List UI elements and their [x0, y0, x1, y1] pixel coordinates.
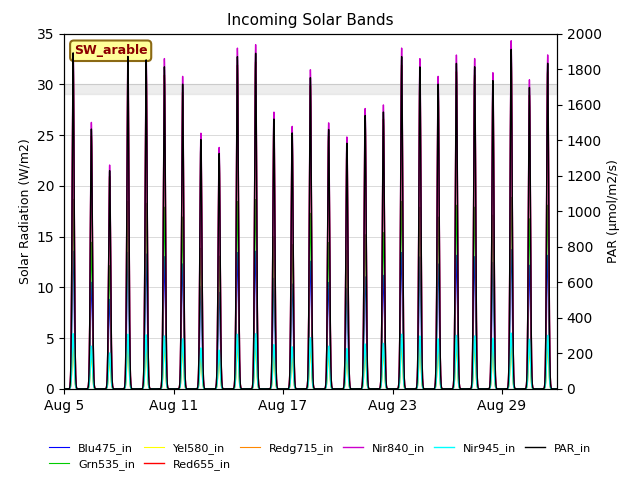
- PAR_in: [133, 386, 141, 392]
- Nir945_in: [515, 386, 523, 392]
- Line: PAR_in: PAR_in: [64, 49, 557, 389]
- Redg715_in: [343, 350, 351, 356]
- Nir840_in: [133, 386, 141, 392]
- Yel580_in: [515, 386, 523, 392]
- Red655_in: [133, 386, 141, 392]
- Red655_in: [506, 215, 514, 221]
- Yel580_in: [508, 344, 515, 350]
- Nir945_in: [343, 348, 351, 353]
- Redg715_in: [552, 386, 560, 392]
- Line: Blu475_in: Blu475_in: [64, 250, 557, 389]
- Blu475_in: [60, 386, 68, 392]
- Nir945_in: [553, 386, 561, 392]
- Line: Redg715_in: Redg715_in: [64, 336, 557, 389]
- Blu475_in: [133, 386, 141, 392]
- Grn535_in: [552, 386, 560, 392]
- Blu475_in: [515, 386, 523, 392]
- Y-axis label: PAR (μmol/m2/s): PAR (μmol/m2/s): [607, 159, 620, 263]
- Nir945_in: [552, 386, 560, 392]
- Redg715_in: [60, 386, 68, 392]
- PAR_in: [61, 386, 69, 392]
- Yel580_in: [552, 386, 560, 392]
- Grn535_in: [515, 386, 523, 392]
- Text: SW_arable: SW_arable: [74, 44, 147, 57]
- Blu475_in: [552, 386, 560, 392]
- Yel580_in: [553, 386, 561, 392]
- Yel580_in: [343, 357, 351, 363]
- Grn535_in: [508, 194, 515, 200]
- Nir840_in: [508, 38, 515, 44]
- Nir945_in: [508, 330, 515, 336]
- Line: Yel580_in: Yel580_in: [64, 347, 557, 389]
- Blu475_in: [508, 247, 515, 252]
- Nir840_in: [61, 386, 69, 392]
- Nir945_in: [506, 357, 514, 363]
- Redg715_in: [506, 359, 514, 365]
- Yel580_in: [60, 386, 68, 392]
- Line: Nir840_in: Nir840_in: [64, 41, 557, 389]
- Redg715_in: [133, 386, 141, 392]
- PAR_in: [343, 151, 351, 157]
- PAR_in: [552, 386, 560, 392]
- Blu475_in: [553, 386, 561, 392]
- Y-axis label: Solar Radiation (W/m2): Solar Radiation (W/m2): [18, 138, 31, 284]
- Yel580_in: [133, 386, 141, 392]
- Yel580_in: [61, 386, 69, 392]
- Grn535_in: [553, 386, 561, 392]
- Line: Grn535_in: Grn535_in: [64, 197, 557, 389]
- Nir840_in: [506, 206, 514, 212]
- Blu475_in: [506, 314, 514, 320]
- Yel580_in: [506, 364, 514, 370]
- Nir840_in: [553, 386, 561, 392]
- Redg715_in: [553, 386, 561, 392]
- Red655_in: [552, 386, 560, 392]
- Nir840_in: [60, 386, 68, 392]
- PAR_in: [508, 47, 515, 52]
- Grn535_in: [60, 386, 68, 392]
- Grn535_in: [61, 386, 69, 392]
- Red655_in: [508, 55, 515, 61]
- Line: Nir945_in: Nir945_in: [64, 333, 557, 389]
- Red655_in: [60, 386, 68, 392]
- Nir945_in: [61, 386, 69, 392]
- Nir840_in: [552, 386, 560, 392]
- Bar: [64, 84, 557, 95]
- PAR_in: [515, 386, 523, 392]
- PAR_in: [553, 386, 561, 392]
- Red655_in: [343, 157, 351, 163]
- Nir945_in: [133, 386, 141, 392]
- Redg715_in: [508, 334, 515, 339]
- Redg715_in: [515, 386, 523, 392]
- Blu475_in: [61, 386, 69, 392]
- Grn535_in: [343, 253, 351, 259]
- Grn535_in: [133, 386, 141, 392]
- PAR_in: [60, 386, 68, 392]
- Grn535_in: [506, 287, 514, 293]
- Title: Incoming Solar Bands: Incoming Solar Bands: [227, 13, 394, 28]
- Legend: Blu475_in, Grn535_in, Yel580_in, Red655_in, Redg715_in, Nir840_in, Nir945_in, PA: Blu475_in, Grn535_in, Yel580_in, Red655_…: [45, 438, 595, 474]
- Nir840_in: [343, 145, 351, 151]
- Red655_in: [515, 386, 523, 392]
- Redg715_in: [61, 386, 69, 392]
- Nir840_in: [515, 386, 523, 392]
- Red655_in: [553, 386, 561, 392]
- Nir945_in: [60, 386, 68, 392]
- Line: Red655_in: Red655_in: [64, 58, 557, 389]
- Red655_in: [61, 386, 69, 392]
- PAR_in: [506, 210, 514, 216]
- Blu475_in: [343, 289, 351, 295]
